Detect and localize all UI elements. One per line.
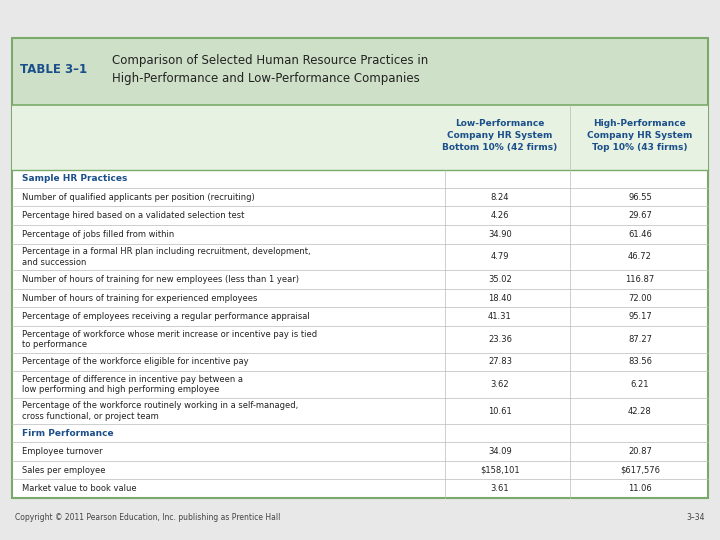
Text: 96.55: 96.55 [628, 193, 652, 201]
Text: Percentage of the workforce routinely working in a self-managed,
cross functiona: Percentage of the workforce routinely wo… [22, 401, 298, 421]
Text: 41.31: 41.31 [488, 312, 512, 321]
Text: 10.61: 10.61 [488, 407, 512, 416]
Text: 6.21: 6.21 [631, 380, 649, 389]
Text: Low-Performance
Company HR System
Bottom 10% (42 firms): Low-Performance Company HR System Bottom… [442, 119, 557, 152]
Text: 3–34: 3–34 [686, 514, 705, 523]
Text: 3.61: 3.61 [491, 484, 509, 493]
Text: 42.28: 42.28 [628, 407, 652, 416]
Text: 34.90: 34.90 [488, 230, 512, 239]
Text: Sales per employee: Sales per employee [22, 465, 106, 475]
Text: Comparison of Selected Human Resource Practices in
High-Performance and Low-Perf: Comparison of Selected Human Resource Pr… [112, 54, 428, 85]
Bar [12, 38, 708, 105]
Text: Sample HR Practices: Sample HR Practices [22, 174, 127, 184]
Bar [12, 38, 708, 498]
Text: Employee turnover: Employee turnover [22, 447, 103, 456]
Bar [12, 105, 708, 170]
Text: 87.27: 87.27 [628, 335, 652, 344]
Text: Percentage in a formal HR plan including recruitment, development,
and successio: Percentage in a formal HR plan including… [22, 247, 310, 267]
Text: 35.02: 35.02 [488, 275, 512, 284]
Text: Percentage hired based on a validated selection test: Percentage hired based on a validated se… [22, 211, 244, 220]
Text: High-Performance
Company HR System
Top 10% (43 firms): High-Performance Company HR System Top 1… [588, 119, 693, 152]
Text: 83.56: 83.56 [628, 357, 652, 367]
Text: 20.87: 20.87 [628, 447, 652, 456]
Text: TABLE 3–1: TABLE 3–1 [20, 63, 87, 76]
Text: 72.00: 72.00 [628, 294, 652, 302]
Text: Market value to book value: Market value to book value [22, 484, 137, 493]
Text: 11.06: 11.06 [628, 484, 652, 493]
Text: Percentage of employees receiving a regular performance appraisal: Percentage of employees receiving a regu… [22, 312, 310, 321]
Text: Percentage of the workforce eligible for incentive pay: Percentage of the workforce eligible for… [22, 357, 248, 367]
Text: Percentage of jobs filled from within: Percentage of jobs filled from within [22, 230, 174, 239]
Text: 95.17: 95.17 [628, 312, 652, 321]
Text: Percentage of difference in incentive pay between a
low performing and high perf: Percentage of difference in incentive pa… [22, 375, 243, 394]
Text: $617,576: $617,576 [620, 465, 660, 475]
Text: 4.26: 4.26 [491, 211, 509, 220]
Text: 3.62: 3.62 [491, 380, 509, 389]
Text: Number of qualified applicants per position (recruiting): Number of qualified applicants per posit… [22, 193, 255, 201]
Text: 23.36: 23.36 [488, 335, 512, 344]
Text: 27.83: 27.83 [488, 357, 512, 367]
Text: Percentage of workforce whose merit increase or incentive pay is tied
to perform: Percentage of workforce whose merit incr… [22, 329, 317, 349]
Bar [12, 105, 708, 498]
Text: 8.24: 8.24 [491, 193, 509, 201]
Text: Copyright © 2011 Pearson Education, Inc. publishing as Prentice Hall: Copyright © 2011 Pearson Education, Inc.… [15, 514, 280, 523]
Text: $158,101: $158,101 [480, 465, 520, 475]
Text: 46.72: 46.72 [628, 252, 652, 261]
Text: 116.87: 116.87 [626, 275, 654, 284]
Text: 4.79: 4.79 [491, 252, 509, 261]
Text: Number of hours of training for new employees (less than 1 year): Number of hours of training for new empl… [22, 275, 299, 284]
Text: Number of hours of training for experienced employees: Number of hours of training for experien… [22, 294, 257, 302]
Text: 34.09: 34.09 [488, 447, 512, 456]
Text: 61.46: 61.46 [628, 230, 652, 239]
Text: 18.40: 18.40 [488, 294, 512, 302]
Text: 29.67: 29.67 [628, 211, 652, 220]
Text: Firm Performance: Firm Performance [22, 429, 114, 438]
